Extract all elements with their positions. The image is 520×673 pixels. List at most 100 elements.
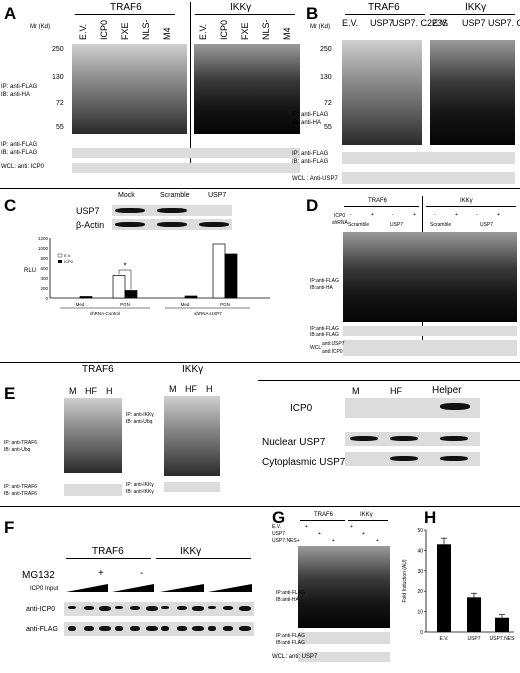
panel-c-bar <box>184 295 198 299</box>
panel-f-band <box>114 606 123 609</box>
panel-e-ib2: IB: anti-Ubq <box>126 419 153 425</box>
panel-c-bar <box>212 243 226 299</box>
panel-g-blot <box>298 546 390 628</box>
panel-f-band <box>207 606 216 609</box>
panel-f-band <box>114 626 123 631</box>
panel-f-band <box>161 606 169 609</box>
panel-a-lane-3: NLS- <box>141 19 151 40</box>
panel-a-marker-130: 130 <box>52 74 64 81</box>
panel-f-band <box>238 626 251 631</box>
panel-c-legend-ev-swatch <box>57 253 63 258</box>
panel-a-letter: A <box>4 4 17 23</box>
panel-d-ib2: IB:anti-FLAG <box>310 332 339 338</box>
panel-b-group1: TRAF6 <box>368 2 400 13</box>
panel-e-lane-m2: M <box>169 384 177 394</box>
panel-c-group-label: shRNA-USP7 <box>194 311 222 316</box>
panel-e-lane-hf2: HF <box>185 384 197 394</box>
panel-e-ip3: IP: anti-TRAF6 <box>4 484 38 490</box>
panel-e-row-cyto: Cytoplasmic USP7 <box>262 457 346 468</box>
panel-c-col-mock: Mock <box>118 192 135 199</box>
panel-e-group1: TRAF6 <box>82 364 114 375</box>
panel-e-letter: E <box>4 384 16 403</box>
panel-b-lane-5: USP7. C223S <box>488 18 520 28</box>
panel-d-sign-3: + <box>413 212 416 218</box>
panel-d-wcl-strip <box>343 340 517 356</box>
panel-g-plus-3: + <box>362 531 365 537</box>
panel-e-lane-h1: H <box>106 386 113 396</box>
panel-a-blot-ikkg <box>194 44 300 134</box>
panel-d-ip1: IP:anti-FLAG <box>310 278 339 284</box>
panel-b-wcl-strip <box>342 172 515 184</box>
panel-d-sign-7: + <box>497 212 500 218</box>
panel-f-minus: - <box>140 568 144 579</box>
panel-g-plus-4: + <box>332 538 335 544</box>
panel-c-xtick: Med <box>76 302 85 307</box>
panel-a-marker-250: 250 <box>52 46 64 53</box>
panel-f-letter: F <box>4 518 15 537</box>
panel-b-group2: IKKγ <box>465 2 487 13</box>
panel-f-band <box>207 626 216 631</box>
panel-b-mr: Mr (Kd) <box>310 24 330 30</box>
panel-f-wedge-4 <box>208 584 252 592</box>
panel-e-ib4: IB: anti-IKKγ <box>126 489 154 495</box>
panel-f-group1: TRAF6 <box>92 546 124 557</box>
panel-c-row-usp7: USP7 <box>76 206 100 216</box>
panel-a-lane-6: ICP0 <box>219 19 229 40</box>
panel-f-wedges <box>66 584 252 592</box>
panel-d-flag-strip <box>343 326 517 336</box>
panel-c-legend-icp0: ICP0 <box>64 259 74 264</box>
panel-f-wedge-1 <box>66 584 108 592</box>
panel-b-blot-ikkg <box>430 40 515 145</box>
panel-h-bar <box>495 617 509 632</box>
panel-g-flag-strip <box>298 632 390 644</box>
panel-e-ip4: IP: anti-IKKγ <box>126 482 154 488</box>
panel-c-sig: * <box>123 262 126 271</box>
panel-f-band <box>176 606 187 610</box>
panel-g-ip1: IP:anti-FLAG <box>276 590 305 596</box>
panel-d-letter: D <box>306 196 319 215</box>
panel-h-bar <box>437 544 451 632</box>
panel-e-blot-ikkg <box>164 396 220 476</box>
panel-h-ylabel: Fold Induction (AU) <box>402 559 408 602</box>
panel-c-xtick: PGN <box>120 302 130 307</box>
panel-h-xtick: E.V. <box>440 636 449 642</box>
panel-e-ip1: IP: anti-TRAF6 <box>4 440 38 446</box>
panel-b-lane-2: USP7. C223S <box>392 18 449 28</box>
panel-f-flag-strip <box>64 622 254 636</box>
panel-a-wcl-strip <box>72 163 300 173</box>
panel-a-marker-72: 72 <box>56 100 64 107</box>
panel-d-icp0: ICP0 <box>334 213 346 219</box>
panel-h-ytick: 0 <box>420 630 423 636</box>
panel-e-row-nuclear: Nuclear USP7 <box>262 437 326 448</box>
panel-d-wcl1: anti:USP7 <box>322 341 345 347</box>
panel-f-band <box>145 606 158 611</box>
panel-h-ytick: 50 <box>417 528 423 534</box>
panel-a-mr: Mr (Kd) <box>30 24 50 30</box>
panel-h-xtick: USP7.NES <box>490 636 515 642</box>
panel-a-ib1: IB: anti-HA <box>1 92 31 98</box>
panel-c-ytick: 400 <box>40 276 48 281</box>
panel-a-flag-strip <box>72 148 300 158</box>
panel-c-bar <box>124 290 138 299</box>
panel-g-row-ev: E.V. <box>272 524 281 530</box>
panel-b-wcl: WCL : Anti-USP7 <box>292 176 338 182</box>
panel-f-plus: + <box>98 568 104 579</box>
panel-b-blot-traf6 <box>342 40 422 145</box>
panel-a-ip2: IP: anti-FLAG <box>1 142 38 148</box>
panel-b-marker-250: 250 <box>320 46 332 53</box>
panel-g-group1: TRAF6 <box>314 512 334 518</box>
panel-d-sign-0: - <box>350 212 352 218</box>
panel-a-ib2: IB: anti-FLAG <box>1 150 38 156</box>
panel-c-bar <box>112 275 126 299</box>
panel-h-ytick: 10 <box>417 610 423 616</box>
panel-f-band <box>223 626 233 631</box>
panel-b-ib1: IB: anti-HA <box>292 120 322 126</box>
panel-d-sign-5: + <box>455 212 458 218</box>
panel-b-marker-72: 72 <box>324 100 332 107</box>
panel-f-band <box>68 626 76 631</box>
panel-c-ytick: 1200 <box>38 236 49 241</box>
panel-g-ip2: IP:anti-FLAG <box>276 633 305 639</box>
panel-e-lane-hf1: HF <box>85 386 97 396</box>
panel-f-band <box>99 626 111 631</box>
panel-g-wcl-strip <box>298 652 390 662</box>
